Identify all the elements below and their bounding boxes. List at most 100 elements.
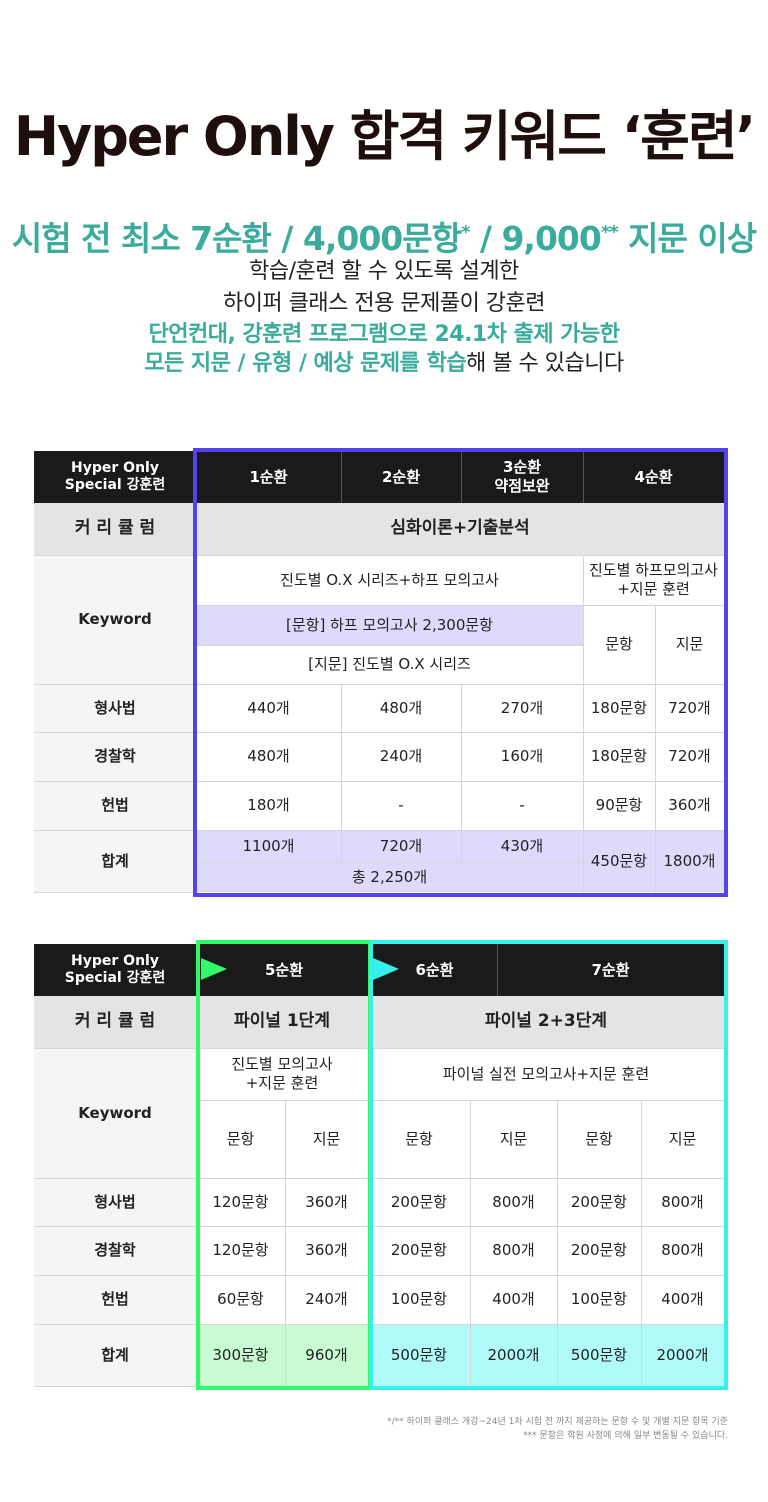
row-label-police-science: 경찰학: [34, 1226, 196, 1275]
table-cell: 800개: [492, 1192, 535, 1211]
table-cell: 270개: [500, 698, 544, 717]
intro-line-5-rest: 해 볼 수 있습니다: [466, 351, 624, 376]
table-cell: 2000개: [470, 1324, 557, 1386]
intro-line-5-highlight: 모든 지문 / 유형 / 예상 문제를 학습: [144, 351, 467, 376]
keyword-cycle-5-line-2: +지문 훈련: [245, 1074, 319, 1092]
corner-line-1: Hyper Only: [71, 952, 159, 969]
curriculum-label: 커 리 큘 럼: [34, 503, 196, 555]
row-label-total: 합계: [34, 1324, 196, 1386]
subheader-passages: 지문: [655, 605, 724, 684]
curriculum-cycle-6-7: 파이널 2+3단계: [368, 996, 724, 1048]
subheader-questions: 문항: [583, 605, 655, 684]
table-corner-header: Hyper Only Special 강훈련: [34, 944, 196, 996]
footnote-mark-1: *: [461, 222, 470, 243]
subheader-questions: 문항: [557, 1100, 641, 1178]
table-cell: 720개: [668, 747, 711, 766]
table-cell: 800개: [661, 1241, 704, 1260]
cycle-5-arrow-icon: [201, 958, 227, 980]
table-cell: 360개: [305, 1192, 348, 1211]
keyword-label: Keyword: [34, 555, 196, 684]
keyword-cycle-4-line-2: +지문 훈련: [617, 580, 690, 598]
table-cell: 200문항: [390, 1241, 448, 1260]
table-cell: 120문항: [212, 1241, 269, 1260]
row-label-criminal-law: 형사법: [34, 684, 196, 732]
corner-line-2: Special 강훈련: [64, 477, 166, 493]
table-cell: 240개: [379, 747, 423, 766]
table-cell: -: [519, 796, 525, 815]
keyword-label: Keyword: [34, 1048, 196, 1178]
table-cell: 100문항: [570, 1290, 628, 1309]
row-label-criminal-law: 형사법: [34, 1178, 196, 1226]
table-cell: 200문항: [390, 1192, 448, 1211]
table-cell: 160개: [500, 747, 544, 766]
table-cell: -: [398, 796, 404, 815]
curriculum-cycle-5: 파이널 1단계: [196, 996, 368, 1048]
page-title: Hyper Only 합격 키워드 ‘훈련’: [13, 105, 756, 168]
cycle-3-sub-label: 약점보완: [494, 477, 550, 495]
table-cell: 1800개: [655, 830, 724, 892]
row-label-total: 합계: [34, 830, 196, 892]
total-sum: 총 2,250개: [196, 862, 583, 892]
table-cell: 360개: [305, 1241, 348, 1260]
table-cell: 180문항: [590, 747, 648, 766]
intro-line-4: 단언컨대, 강훈련 프로그램으로 24.1차 출제 가능한: [148, 322, 621, 347]
table-cell: 450문항: [583, 830, 655, 892]
table-cell: 480개: [379, 698, 423, 717]
col-header-cycle-4: 4순환: [583, 451, 724, 503]
table-cell: 720개: [668, 698, 711, 717]
table-cell: 400개: [492, 1290, 535, 1309]
table-cell: 90문항: [595, 796, 643, 815]
subheader-questions: 문항: [368, 1100, 470, 1178]
row-label-constitution: 헌법: [34, 1275, 196, 1324]
table-cell: 180문항: [590, 698, 648, 717]
table-cell: 200문항: [570, 1192, 628, 1211]
table-cell: 300문항: [196, 1324, 285, 1386]
curriculum-value: 심화이론+기출분석: [196, 503, 724, 555]
table-cell: 120문항: [212, 1192, 269, 1211]
table-cell: 1100개: [196, 830, 341, 862]
subheader-passages: 지문: [470, 1100, 557, 1178]
table-cell: 800개: [492, 1241, 535, 1260]
keyword-cycle-4-line-1: 진도별 하프모의고사: [589, 561, 718, 580]
stats-text-c: 지문 이상: [617, 219, 757, 258]
corner-line-2: Special 강훈련: [64, 970, 166, 986]
table-cell: 720개: [341, 830, 461, 862]
col-header-cycle-1: 1순환: [196, 451, 341, 503]
footnote-mark-2: **: [600, 222, 619, 243]
table-cell: 500문항: [557, 1324, 641, 1386]
table-cell: 100문항: [390, 1290, 448, 1309]
intro-line-5: 모든 지문 / 유형 / 예상 문제를 학습해 볼 수 있습니다: [0, 345, 768, 377]
keyword-cycle-5-line-1: 진도별 모의고사: [231, 1055, 333, 1074]
keyword-cycle-5: 진도별 모의고사 +지문 훈련: [196, 1048, 368, 1100]
footnote-line-2: *** 문항은 학원 사정에 의해 일부 변동될 수 있습니다.: [523, 1431, 728, 1441]
curriculum-label: 커 리 큘 럼: [34, 996, 196, 1048]
keyword-main: 진도별 O.X 시리즈+하프 모의고사: [196, 555, 583, 605]
row-label-police-science: 경찰학: [34, 732, 196, 781]
intro-line-3: 하이퍼 클래스 전용 문제풀이 강훈련: [222, 291, 546, 316]
stats-headline: 시험 전 최소 7순환 / 4,000문항* / 9,000** 지문 이상: [0, 212, 768, 260]
stats-text-a: 시험 전 최소 7순환 / 4,000문항: [11, 219, 462, 258]
col-header-cycle-3: 3순환 약점보완: [461, 451, 583, 503]
col-header-cycle-2: 2순환: [341, 451, 461, 503]
col-header-cycle-5: 5순환: [200, 944, 368, 996]
corner-line-1: Hyper Only: [71, 459, 159, 476]
keyword-passages: [지문] 진도별 O.X 시리즈: [196, 645, 583, 684]
table-cell: 440개: [247, 698, 290, 717]
cycle-3-label: 3순환: [502, 458, 542, 477]
keyword-cycle-4: 진도별 하프모의고사 +지문 훈련: [583, 555, 724, 605]
keyword-questions: [문항] 하프 모의고사 2,300문항: [196, 605, 583, 645]
table-cell: 240개: [305, 1290, 348, 1309]
row-label-constitution: 헌법: [34, 781, 196, 830]
cycle-6-arrow-icon: [373, 958, 399, 980]
table-cell: 2000개: [641, 1324, 724, 1386]
subheader-questions: 문항: [196, 1100, 285, 1178]
subheader-passages: 지문: [285, 1100, 368, 1178]
table-cell: 480개: [247, 747, 290, 766]
table-cell: 400개: [661, 1290, 704, 1309]
table-cell: 800개: [661, 1192, 704, 1211]
col-header-cycle-7: 7순환: [497, 944, 724, 996]
table-cell: 200문항: [570, 1241, 628, 1260]
footnote-line-1: */** 하이퍼 클래스 개강~24년 1차 시험 전 까지 제공하는 문항 수…: [387, 1417, 728, 1427]
table-cell: 360개: [668, 796, 711, 815]
table-cell: 960개: [285, 1324, 368, 1386]
